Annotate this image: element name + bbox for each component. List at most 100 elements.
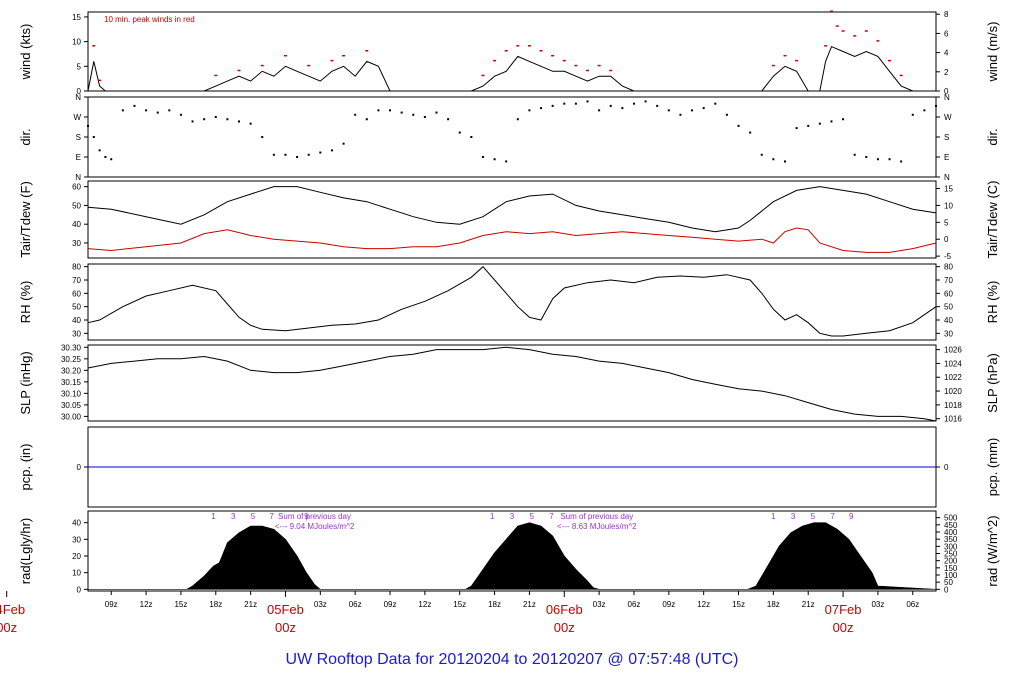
ylabel-left-rh: RH (%): [18, 281, 33, 324]
ylabel-left-wind: wind (kts): [18, 24, 33, 81]
right-tick-label: 1024: [944, 359, 962, 368]
right-tick-label: 30: [944, 329, 953, 338]
left-tick-label: 40: [72, 220, 81, 229]
ylabel-right-pcp: pcp. (mm): [985, 438, 1000, 497]
x-tick-label: 21z: [802, 600, 815, 609]
x-tick-label: 06z: [349, 600, 362, 609]
right-tick-label: 50: [944, 578, 953, 587]
series-temp-tair: [87, 186, 937, 233]
peak-wind-note: 10 min. peak winds in red: [104, 15, 195, 24]
direction-point: [598, 109, 601, 112]
direction-point: [656, 104, 659, 107]
right-tick-label: 0: [944, 87, 949, 96]
direction-point: [807, 124, 810, 127]
direction-point: [772, 158, 775, 161]
right-tick-label: 150: [944, 564, 958, 573]
left-tick-label: 60: [72, 289, 81, 298]
right-tick-label: 500: [944, 514, 958, 523]
left-tick-label: 30.05: [61, 401, 82, 410]
right-tick-label: 300: [944, 542, 958, 551]
direction-point: [667, 109, 670, 112]
direction-point: [888, 158, 891, 161]
direction-point: [214, 116, 217, 118]
day-date-label: 05Feb: [267, 602, 304, 617]
right-tick-label: 0: [944, 585, 949, 594]
direction-point: [923, 109, 926, 112]
direction-point: [261, 136, 264, 138]
direction-point: [818, 122, 821, 125]
left-tick-label: N: [75, 93, 81, 102]
radiation-sum-note: Sum of previous day: [278, 512, 351, 521]
direction-point: [412, 113, 415, 116]
right-tick-label: N: [944, 93, 950, 102]
solar-hour-marker: 7: [549, 512, 554, 521]
peak-wind-mark: [876, 40, 880, 42]
direction-point: [632, 102, 635, 105]
solar-hour-marker: 3: [510, 512, 515, 521]
peak-wind-mark: [481, 74, 485, 77]
solar-hour-marker: 5: [530, 512, 535, 521]
x-tick-label: 09z: [105, 600, 118, 609]
radiation-sum-value: <--- 8.63 MJoules/m^2: [557, 522, 637, 531]
direction-point: [238, 120, 241, 123]
direction-point: [330, 149, 333, 152]
peak-wind-mark: [795, 59, 799, 62]
peak-wind-mark: [574, 64, 578, 67]
direction-point: [830, 120, 833, 123]
panel-rad-frame: [87, 510, 937, 592]
day-hour-label: 00z: [0, 620, 17, 635]
direction-point: [749, 131, 752, 134]
direction-point: [795, 127, 798, 130]
peak-wind-mark: [493, 59, 497, 62]
direction-point: [179, 113, 182, 116]
right-tick-label: 1020: [944, 387, 962, 396]
right-tick-label: 0: [944, 463, 949, 472]
direction-point: [133, 104, 136, 107]
direction-point: [104, 156, 107, 158]
x-tick-label: 15z: [453, 600, 466, 609]
direction-point: [842, 118, 845, 121]
direction-point: [156, 111, 159, 114]
direction-point: [191, 120, 194, 123]
direction-point: [586, 100, 589, 103]
right-tick-label: 350: [944, 535, 958, 544]
x-tick-label: 03z: [593, 600, 606, 609]
left-tick-label: 70: [72, 276, 81, 285]
x-tick-label: 03z: [314, 600, 327, 609]
ylabel-right-wind: wind (m/s): [985, 22, 1000, 83]
direction-point: [98, 149, 101, 152]
direction-point: [447, 118, 450, 121]
left-tick-label: 60: [72, 183, 81, 192]
direction-point: [760, 153, 763, 156]
ylabel-right-rad: rad (W/m^2): [985, 515, 1000, 586]
ylabel-left-pcp: pcp. (in): [18, 444, 33, 491]
series-temp-tdew: [87, 227, 937, 253]
solar-hour-marker: 1: [490, 512, 495, 521]
direction-point: [481, 156, 484, 158]
direction-point: [400, 111, 403, 114]
direction-point: [272, 153, 275, 156]
left-tick-label: 30.20: [61, 366, 82, 375]
direction-point: [783, 160, 786, 163]
peak-wind-mark: [783, 54, 787, 57]
panel-wind-frame: [87, 11, 937, 92]
right-tick-label: 250: [944, 550, 958, 559]
left-tick-label: 50: [72, 303, 81, 312]
direction-point: [528, 109, 531, 112]
x-tick-label: 09z: [662, 600, 675, 609]
direction-point: [714, 102, 717, 105]
panel-temp-frame: [87, 180, 937, 259]
left-tick-label: 30: [72, 239, 81, 248]
x-tick-label: 03z: [871, 600, 884, 609]
solar-hour-marker: 3: [231, 512, 236, 521]
left-tick-label: 30.10: [61, 389, 82, 398]
right-tick-label: 10: [944, 201, 953, 210]
direction-point: [92, 136, 95, 138]
day-date-label: 07Feb: [825, 602, 862, 617]
right-tick-label: 1022: [944, 373, 962, 382]
direction-point: [621, 107, 624, 110]
direction-point: [609, 104, 612, 107]
right-tick-label: W: [944, 113, 952, 122]
direction-point: [493, 158, 496, 161]
peak-wind-mark: [365, 50, 369, 52]
